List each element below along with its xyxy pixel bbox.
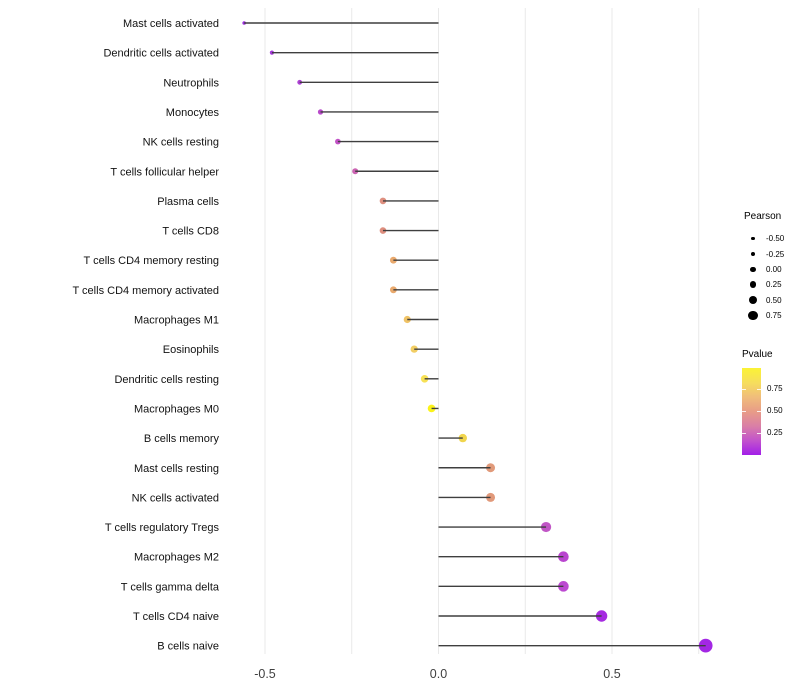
pvalue-colorbar-tick <box>742 411 746 412</box>
pvalue-colorbar-tick <box>742 389 746 390</box>
pvalue-colorbar-tick <box>757 433 761 434</box>
pvalue-colorbar-tick <box>757 389 761 390</box>
pearson-legend-dot-cell <box>742 251 764 257</box>
category-label: T cells follicular helper <box>110 166 219 178</box>
category-label: Plasma cells <box>157 196 219 208</box>
category-label: Macrophages M2 <box>134 552 219 564</box>
pearson-legend-dot <box>751 237 755 241</box>
pearson-legend-dot <box>749 296 757 305</box>
category-label: Neutrophils <box>163 77 219 89</box>
category-label: NK cells resting <box>143 137 219 149</box>
category-label: B cells memory <box>144 433 220 445</box>
lollipop-dot <box>317 109 324 115</box>
pearson-legend-title: Pearson <box>744 211 782 222</box>
pvalue-legend-label: 0.25 <box>767 428 783 437</box>
pearson-size-legend: Pearson -0.50 -0.25 0.00 0.25 0.50 0.75 <box>742 211 784 323</box>
pvalue-colorbar-gradient <box>742 368 761 455</box>
pearson-legend-label: -0.50 <box>766 234 785 244</box>
category-label: T cells CD8 <box>162 226 219 238</box>
pearson-legend-entry: 0.25 <box>742 277 784 292</box>
pvalue-colorbar-tick <box>757 411 761 412</box>
category-label: T cells CD4 memory resting <box>84 255 220 267</box>
pvalue-legend-label: 0.75 <box>767 384 783 393</box>
category-label: Dendritic cells resting <box>114 374 219 386</box>
pearson-legend-label: -0.25 <box>766 249 785 259</box>
category-label: T cells CD4 naive <box>133 611 219 623</box>
x-axis-tick-label: -0.5 <box>254 667 276 681</box>
pearson-legend-entry: -0.50 <box>742 231 784 246</box>
pearson-legend-dot <box>748 311 758 321</box>
pearson-legend-dot-cell <box>742 266 764 273</box>
x-axis-tick-label: 0.0 <box>430 667 447 681</box>
pvalue-colorbar-wrap: 0.75 0.50 0.25 <box>742 368 800 458</box>
category-label: T cells gamma delta <box>121 581 220 593</box>
category-label: T cells regulatory Tregs <box>105 522 220 534</box>
pearson-legend-label: 0.75 <box>766 311 782 321</box>
x-axis-tick-label: 0.5 <box>603 667 620 681</box>
category-label: NK cells activated <box>132 492 219 504</box>
category-label: Macrophages M0 <box>134 403 219 415</box>
pearson-legend-entry: 0.75 <box>742 308 784 323</box>
pearson-legend-dot-cell <box>742 281 764 289</box>
category-label: Mast cells resting <box>134 463 219 475</box>
category-label: Mast cells activated <box>123 18 219 30</box>
pearson-legend-dot <box>749 281 757 289</box>
pvalue-color-legend: Pvalue 0.75 0.50 0.25 <box>742 348 800 458</box>
pearson-legend-label: 0.00 <box>766 264 782 274</box>
pearson-legend-entries: -0.50 -0.25 0.00 0.25 0.50 0.75 <box>742 231 784 323</box>
pearson-legend-label: 0.50 <box>766 295 782 305</box>
category-label: B cells naive <box>157 641 219 653</box>
pvalue-legend-title: Pvalue <box>742 349 773 360</box>
category-label: Macrophages M1 <box>134 315 219 327</box>
pearson-legend-dot <box>750 266 756 273</box>
pearson-legend-label: 0.25 <box>766 280 782 290</box>
pearson-legend-entry: 0.00 <box>742 262 784 277</box>
category-label: T cells CD4 memory activated <box>72 285 219 297</box>
category-label: Eosinophils <box>163 344 220 356</box>
pearson-legend-dot-cell <box>742 237 764 241</box>
pearson-legend-dot <box>750 251 756 257</box>
pearson-legend-entry: 0.50 <box>742 293 784 308</box>
category-label: Monocytes <box>166 107 220 119</box>
category-label: Dendritic cells activated <box>103 48 219 60</box>
pvalue-colorbar-tick <box>742 433 746 434</box>
pearson-legend-entry: -0.25 <box>742 246 784 261</box>
pearson-legend-dot-cell <box>742 311 764 321</box>
pearson-legend-dot-cell <box>742 296 764 305</box>
pvalue-legend-label: 0.50 <box>767 406 783 415</box>
lollipop-dot <box>698 638 713 653</box>
